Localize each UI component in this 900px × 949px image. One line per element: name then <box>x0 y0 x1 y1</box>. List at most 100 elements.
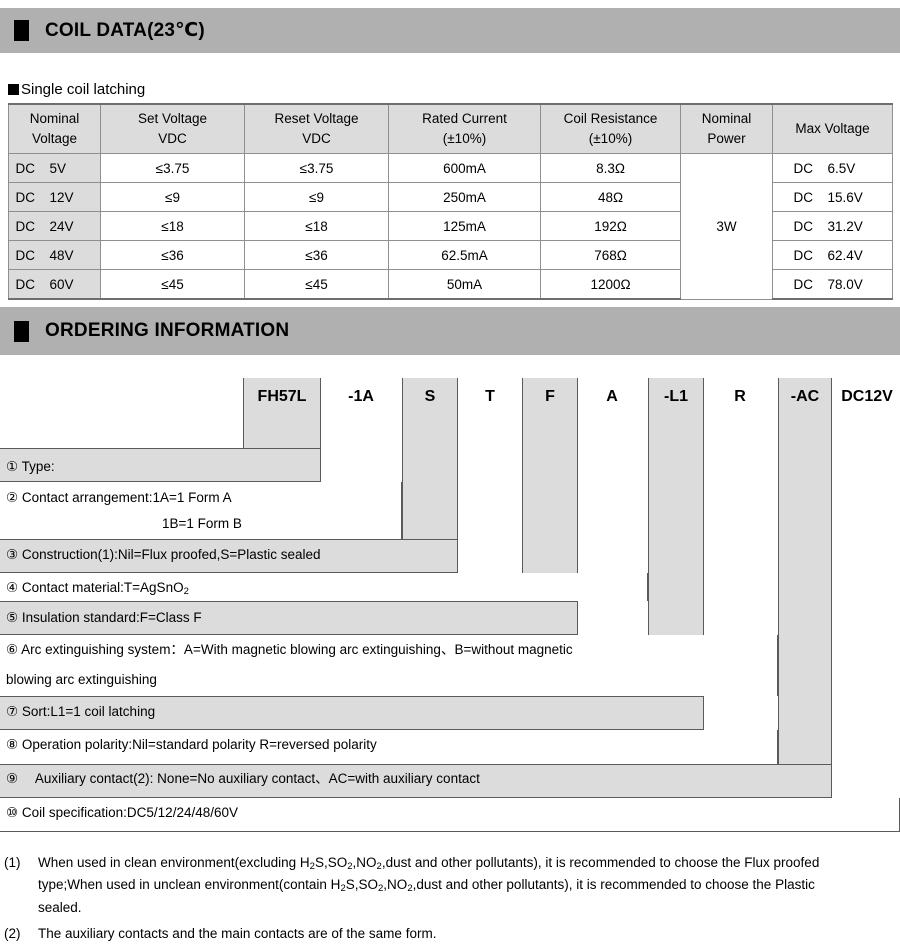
band-auxiliary-contact <box>0 764 832 798</box>
ordering-item-contact-arrangement: ② Contact arrangement:1A=1 Form A <box>6 490 232 505</box>
footnotes: (1) When used in clean environment(exclu… <box>0 852 900 948</box>
cell-set-voltage: ≤9 <box>100 182 245 212</box>
ordering-item-auxiliary-contact: ⑨ Auxiliary contact(2): None=No auxiliar… <box>6 771 480 786</box>
ordering-item-type: ① Type: <box>6 459 55 474</box>
subheading-label: Single coil latching <box>21 81 146 98</box>
code-cell-sort: -L1 <box>664 388 688 405</box>
footnote-marker: (2) <box>4 925 21 941</box>
cell-nominal-voltage: DC 5V <box>8 153 101 183</box>
leader-bar-auxiliary-contact <box>778 378 832 782</box>
footnote-line: The auxiliary contacts and the main cont… <box>38 925 437 941</box>
footnote-line: sealed. <box>38 899 82 915</box>
cell-coil-resistance: 1200Ω <box>540 269 681 300</box>
cell-rated-current: 125mA <box>388 211 541 241</box>
ordering-item-operation-polarity: ⑧ Operation polarity:Nil=standard polari… <box>6 737 377 752</box>
code-cell-arc-extinguishing: A <box>606 388 618 405</box>
cell-set-voltage: ≤18 <box>100 211 245 241</box>
code-cell-auxiliary-contact: -AC <box>790 388 820 405</box>
ordering-diagram: FH57L -1A S T F A -L1 R -AC DC12V ① Type… <box>0 370 900 840</box>
cell-nominal-voltage: DC 24V <box>8 211 101 241</box>
col-header-reset-voltage: Reset Voltage VDC <box>244 103 389 154</box>
ordering-item-arc-extinguishing: ⑥ Arc extinguishing system：A=With magnet… <box>6 642 573 657</box>
section-header-ordering-information: ORDERING INFORMATION <box>0 307 900 355</box>
cell-reset-voltage: ≤36 <box>244 240 389 270</box>
col-header-set-voltage: Set Voltage VDC <box>100 103 245 154</box>
cell-reset-voltage: ≤18 <box>244 211 389 241</box>
band-contact-arrangement <box>0 482 402 539</box>
ordering-item-insulation-standard: ⑤ Insulation standard:F=Class F <box>6 610 202 625</box>
cell-reset-voltage: ≤3.75 <box>244 153 389 183</box>
black-square-icon <box>14 320 29 342</box>
table-row: DC 5V ≤3.75 ≤3.75 600mA 8.3Ω 3W DC 6.5V <box>8 153 893 300</box>
band-type <box>0 448 321 482</box>
col-header-rated-current: Rated Current (±10%) <box>388 103 541 154</box>
cell-nominal-voltage: DC 48V <box>8 240 101 270</box>
cell-coil-resistance: 192Ω <box>540 211 681 241</box>
col-header-coil-resistance: Coil Resistance (±10%) <box>540 103 681 154</box>
ordering-item-construction: ③ Construction(1):Nil=Flux proofed,S=Pla… <box>6 547 321 562</box>
cell-coil-resistance: 768Ω <box>540 240 681 270</box>
ordering-item-contact-arrangement-line2: 1B=1 Form B <box>162 516 242 531</box>
section-header-coil-data: COIL DATA(23℃) <box>0 8 900 53</box>
band-construction <box>0 539 458 573</box>
col-header-max-voltage: Max Voltage <box>772 103 893 154</box>
cell-nominal-power: 3W <box>680 153 773 300</box>
cell-nominal-voltage: DC 12V <box>8 182 101 212</box>
code-cell-operation-polarity: R <box>734 388 746 405</box>
footnote-body: When used in clean environment(excluding… <box>38 852 900 919</box>
subheading-single-coil-latching: Single coil latching <box>8 81 145 98</box>
leader-bar-construction <box>402 378 458 557</box>
code-cell-coil-specification: DC12V <box>841 388 893 405</box>
black-square-icon <box>14 20 29 41</box>
band-sort <box>0 696 704 730</box>
section-title-coil-data: COIL DATA(23℃) <box>45 20 205 41</box>
cell-rated-current: 62.5mA <box>388 240 541 270</box>
coil-data-table: Nominal Voltage Set Voltage VDC Reset Vo… <box>8 103 893 300</box>
cell-reset-voltage: ≤9 <box>244 182 389 212</box>
band-operation-polarity <box>0 730 778 764</box>
footnote-line: When used in clean environment(excluding… <box>38 855 820 872</box>
cell-rated-current: 250mA <box>388 182 541 212</box>
band-contact-material <box>0 573 648 601</box>
cell-max-voltage: DC 6.5V <box>772 153 893 183</box>
ordering-item-arc-extinguishing-line2: blowing arc extinguishing <box>6 672 157 687</box>
band-insulation-standard <box>0 601 578 635</box>
col-header-nominal-power: Nominal Power <box>680 103 773 154</box>
cell-max-voltage: DC 15.6V <box>772 182 893 212</box>
footnote-item: (2) The auxiliary contacts and the main … <box>0 923 900 945</box>
table-row: DC 60V ≤45 ≤45 50mA 1200Ω DC 78.0V <box>8 269 893 300</box>
code-cell-type: FH57L <box>257 388 307 405</box>
cell-nominal-voltage: DC 60V <box>8 269 101 300</box>
ordering-item-contact-material: ④ Contact material:T=AgSnO2 <box>6 580 189 597</box>
cell-max-voltage: DC 31.2V <box>772 211 893 241</box>
cell-max-voltage: DC 62.4V <box>772 240 893 270</box>
ordering-item-sort: ⑦ Sort:L1=1 coil latching <box>6 704 156 719</box>
cell-set-voltage: ≤3.75 <box>100 153 245 183</box>
code-cell-contact-arrangement: -1A <box>348 388 374 405</box>
table-row: DC 48V ≤36 ≤36 62.5mA 768Ω DC 62.4V <box>8 240 893 270</box>
cell-set-voltage: ≤36 <box>100 240 245 270</box>
cell-reset-voltage: ≤45 <box>244 269 389 300</box>
code-cell-contact-material: T <box>485 388 495 405</box>
table-row: DC 24V ≤18 ≤18 125mA 192Ω DC 31.2V <box>8 211 893 241</box>
cell-max-voltage: DC 78.0V <box>772 269 893 300</box>
table-header-row: Nominal Voltage Set Voltage VDC Reset Vo… <box>8 103 893 154</box>
cell-coil-resistance: 48Ω <box>540 182 681 212</box>
cell-rated-current: 50mA <box>388 269 541 300</box>
ordering-item-coil-specification: ⑩ Coil specification:DC5/12/24/48/60V <box>6 805 239 820</box>
cell-coil-resistance: 8.3Ω <box>540 153 681 183</box>
footnote-line: type;When used in unclean environment(co… <box>38 877 815 895</box>
black-square-icon <box>8 84 19 95</box>
leader-bar-type <box>243 378 321 456</box>
cell-rated-current: 600mA <box>388 153 541 183</box>
code-cell-construction: S <box>424 388 436 405</box>
footnote-body: The auxiliary contacts and the main cont… <box>38 923 900 945</box>
code-cell-insulation-standard: F <box>545 388 555 405</box>
footnote-item: (1) When used in clean environment(exclu… <box>0 852 900 919</box>
band-arc-extinguishing <box>0 635 778 696</box>
section-title-ordering-information: ORDERING INFORMATION <box>45 320 290 341</box>
cell-set-voltage: ≤45 <box>100 269 245 300</box>
col-header-nominal-voltage: Nominal Voltage <box>8 103 101 154</box>
table-row: DC 12V ≤9 ≤9 250mA 48Ω DC 15.6V <box>8 182 893 212</box>
